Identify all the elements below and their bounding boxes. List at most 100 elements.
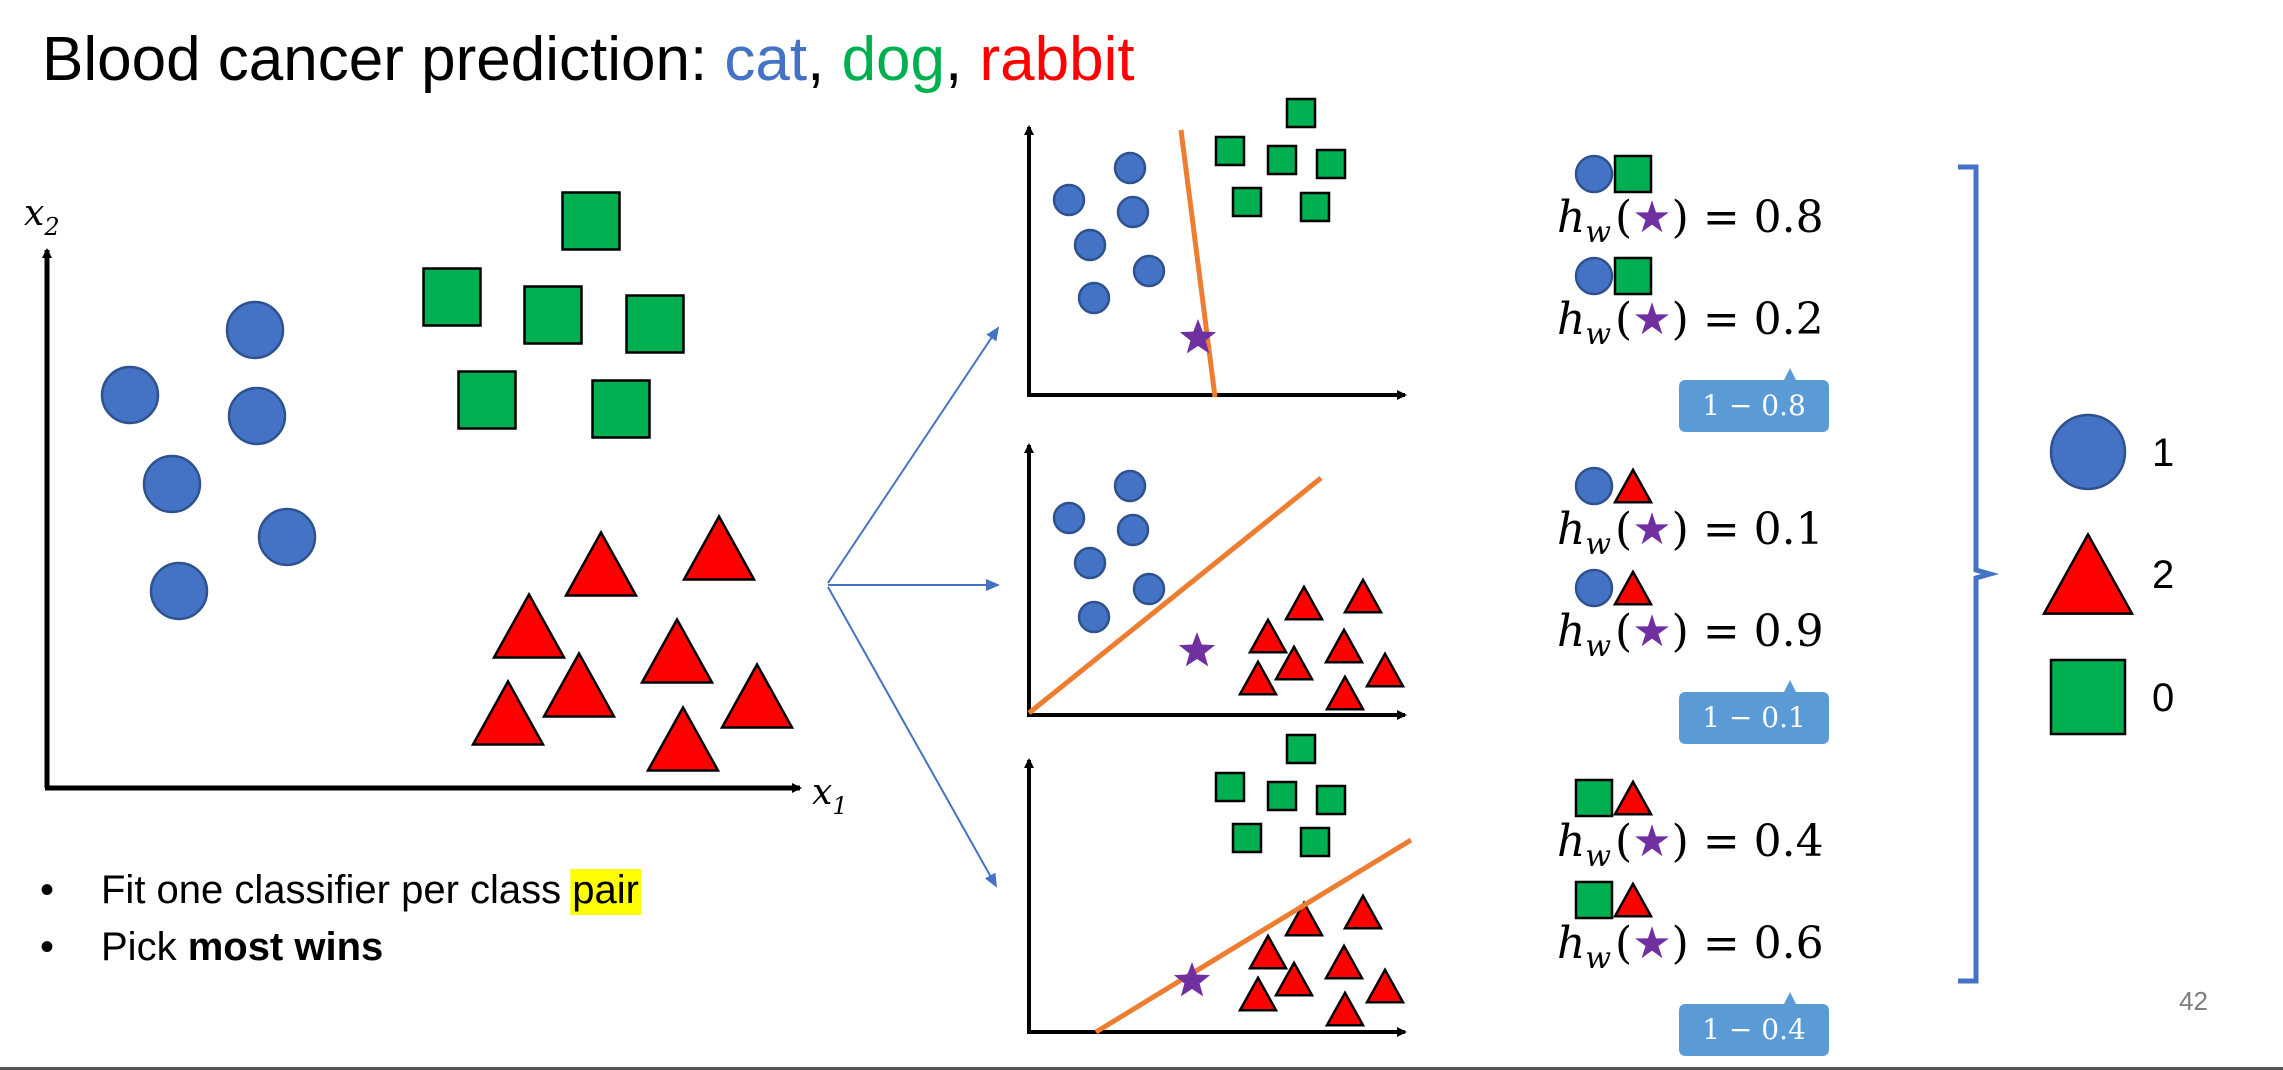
main-plot-points — [100, 191, 795, 772]
triangle-icon — [2041, 531, 2135, 615]
square-icon — [1613, 154, 1653, 194]
query-star — [1173, 962, 1211, 997]
bullet-item: • Fit one classifier per class pair — [40, 868, 641, 915]
triangle-icon — [1612, 779, 1654, 816]
star-icon: ★ — [1632, 192, 1671, 243]
dog-point — [1315, 784, 1347, 816]
dog-point — [1299, 191, 1331, 223]
rabbit-point — [563, 529, 639, 597]
triangle-icon — [1612, 569, 1654, 606]
bullet-list: • Fit one classifier per class pair • Pick … — [40, 868, 641, 969]
cat-point — [1132, 572, 1166, 606]
star-icon: ★ — [1632, 606, 1671, 657]
arrow-to-classifier-3 — [827, 586, 997, 888]
classifier-plots — [1024, 97, 1413, 1037]
cat-point — [257, 507, 317, 567]
rabbit-point — [1237, 659, 1279, 696]
rabbit-point — [1342, 893, 1384, 930]
classifier-pair-icons — [1574, 466, 1654, 506]
bottom-bar — [0, 1067, 2283, 1070]
decision-boundary — [1178, 129, 1218, 398]
bullet-dot: • — [40, 868, 54, 912]
square-icon — [1574, 880, 1614, 920]
legend-item-square: 0 — [2049, 658, 2174, 736]
classifier-pair-icons — [1574, 778, 1654, 818]
callout-text: 1 − 0.1 — [1702, 701, 1806, 734]
hypothesis-score: hw(★) = 0.9 — [1557, 606, 1824, 664]
rabbit-point — [541, 650, 617, 718]
rabbit-point — [1324, 990, 1366, 1027]
legend-label: 1 — [2152, 431, 2174, 475]
rabbit-point — [1283, 584, 1325, 621]
classifier-score-panel-3: hw(★) = 0.4 hw(★) = 0.6 1 − 0.4 — [1557, 778, 1829, 1056]
dog-point — [1285, 733, 1317, 765]
star-icon: ★ — [1632, 816, 1671, 867]
x-axis-label: x1 — [812, 772, 848, 820]
bullet-dot: • — [40, 925, 54, 969]
dog-point — [1231, 822, 1263, 854]
query-star — [1179, 319, 1217, 354]
rabbit-point — [1247, 933, 1289, 970]
dog-point — [1214, 135, 1246, 167]
triangle-icon — [1612, 467, 1654, 504]
classifier-pair-icons — [1574, 256, 1653, 296]
legend-item-triangle: 2 — [2041, 531, 2174, 615]
rabbit-point — [639, 616, 715, 684]
rabbit-point — [645, 704, 721, 772]
square-icon — [2049, 658, 2127, 736]
class-legend: 1 2 0 — [2041, 413, 2174, 736]
rabbit-point — [1273, 960, 1315, 997]
rabbit-point — [1323, 943, 1365, 980]
cat-point — [1116, 195, 1150, 229]
legend-label: 2 — [2152, 553, 2174, 597]
bullet-text: Fit one classifier per class pair — [101, 868, 639, 912]
classifier-score-panel-2: hw(★) = 0.1 hw(★) = 0.9 1 − 0.1 — [1557, 466, 1829, 744]
legend-label: 0 — [2152, 676, 2174, 720]
rabbit-point — [1283, 900, 1325, 937]
classifier-score-panel-1: hw(★) = 0.8 hw(★) = 0.2 1 − 0.8 — [1557, 154, 1829, 432]
cat-point — [142, 454, 202, 514]
slide-title: Blood cancer prediction: cat, dog, rabbi… — [42, 25, 1135, 94]
dog-point — [1266, 780, 1298, 812]
cat-point — [1052, 501, 1086, 535]
cat-point — [1116, 513, 1150, 547]
dog-point — [523, 285, 583, 345]
classifier-plot-2 — [1024, 443, 1407, 720]
rabbit-point — [1364, 651, 1406, 688]
callout-text: 1 − 0.8 — [1702, 389, 1806, 422]
square-icon — [1613, 256, 1653, 296]
complement-callout: 1 − 0.4 — [1679, 992, 1829, 1056]
rabbit-point — [719, 661, 795, 729]
rabbit-point — [1237, 975, 1279, 1012]
dog-point — [1231, 186, 1263, 218]
rabbit-point — [1273, 644, 1315, 681]
cat-point — [1113, 469, 1147, 503]
classifier-plot-3 — [1024, 733, 1413, 1037]
circle-icon — [1574, 256, 1614, 296]
dog-point — [457, 370, 517, 430]
hypothesis-score: hw(★) = 0.8 — [1557, 192, 1824, 250]
circle-icon — [2049, 413, 2127, 491]
rabbit-point — [491, 591, 567, 659]
star-icon: ★ — [1632, 504, 1671, 555]
legend-item-circle: 1 — [2049, 413, 2174, 491]
rabbit-point — [1324, 674, 1366, 711]
dog-point — [1315, 148, 1347, 180]
dog-point — [1285, 97, 1317, 129]
rabbit-point — [470, 678, 546, 746]
dog-point — [591, 379, 651, 439]
cat-point — [227, 386, 287, 446]
bullet-item: • Pick most wins — [40, 925, 383, 969]
title-class-cat: cat — [724, 25, 807, 94]
cat-point — [225, 300, 285, 360]
highlight-mark — [570, 869, 641, 915]
classifier-scores: hw(★) = 0.8hw(★) = 0.21 − 0.8hw(★) = 0.1hw(… — [1557, 154, 1829, 1056]
cat-point — [1073, 228, 1107, 262]
title-class-rabbit: rabbit — [979, 25, 1134, 94]
main-plot: x2 x1 — [24, 191, 848, 820]
vote-brace — [1958, 164, 2000, 984]
arrow-to-classifier-1 — [827, 326, 1000, 584]
dog-point — [561, 191, 621, 251]
